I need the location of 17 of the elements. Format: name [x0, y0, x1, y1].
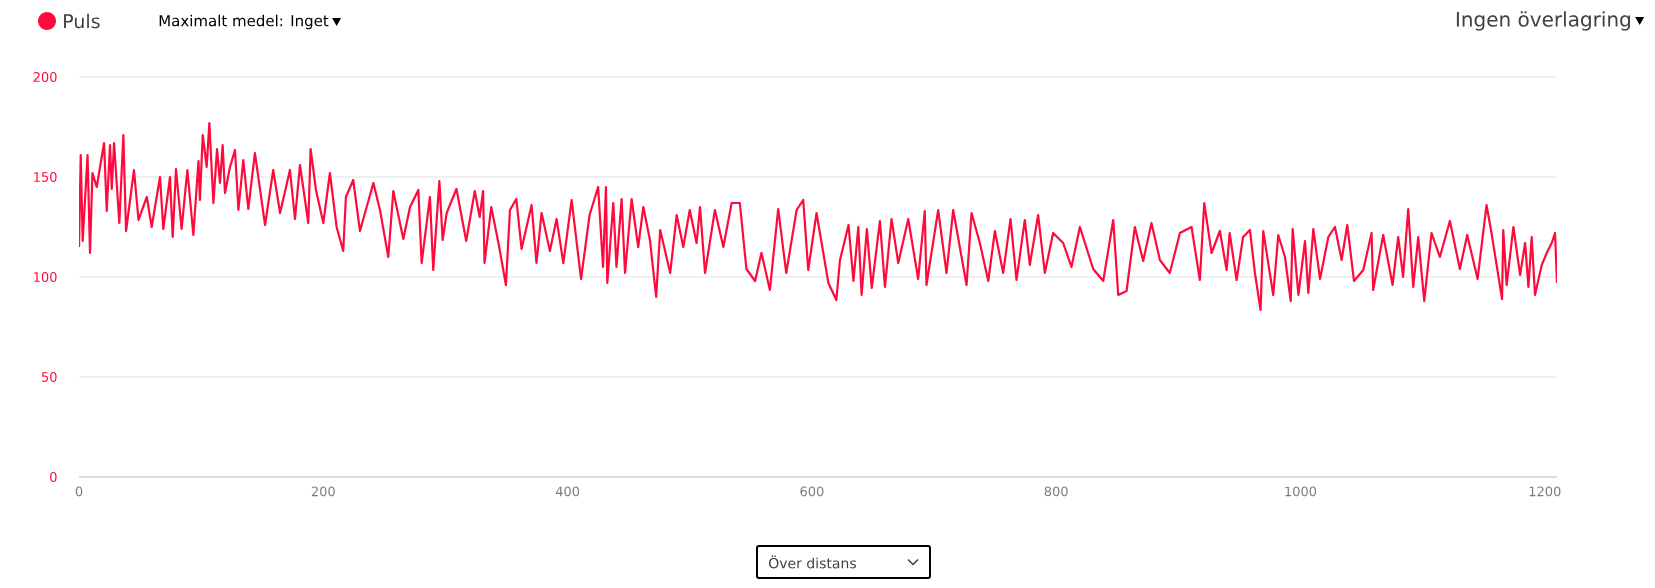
y-tick-label: 50: [41, 372, 57, 382]
text: Ingen överlagring: [1456, 11, 1630, 31]
x-tick-label: 1000: [1285, 486, 1317, 497]
y-tick-label: 200: [33, 72, 57, 82]
line-series: [79, 121, 1557, 312]
x-tick-label: 400: [555, 486, 580, 497]
y-tick-label: 0: [50, 472, 57, 482]
x-tick-label: 200: [311, 486, 335, 497]
x-tick-label: 600: [800, 486, 824, 497]
x-tick-label: 1200: [1529, 486, 1561, 497]
y-tick-label: 150: [34, 172, 57, 182]
legend-label: Puls: [64, 13, 100, 29]
x-tick-label: 800: [1044, 486, 1068, 497]
text: Över distans: [768, 555, 856, 569]
x-tick-label: 0: [75, 486, 83, 497]
y-tick-label: 100: [34, 272, 57, 282]
text: Maximalt medel: Inget: [159, 14, 329, 30]
